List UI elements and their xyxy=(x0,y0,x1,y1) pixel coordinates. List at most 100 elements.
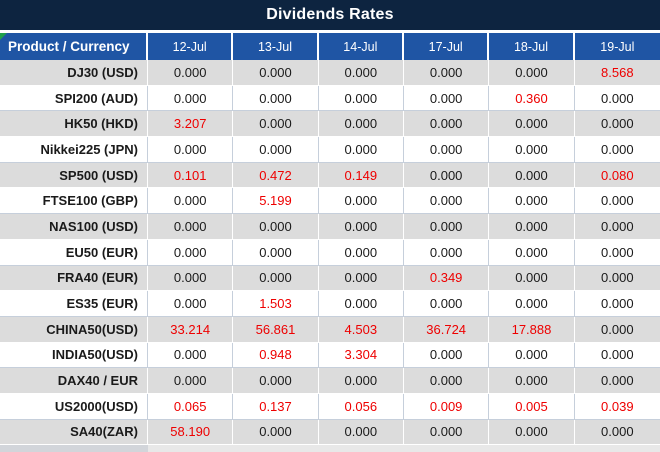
value-cell: 0.000 xyxy=(489,239,575,266)
table-row: HK50 (HKD) 3.207 0.000 0.000 0.000 0.000 0.000 xyxy=(0,111,660,138)
value-cell: 0.039 xyxy=(574,393,660,420)
table-row: SP500 (USD) 0.101 0.472 0.149 0.000 0.000 0.08… xyxy=(0,162,660,189)
value-cell: 0.149 xyxy=(318,162,404,189)
value-cell: 0.000 xyxy=(318,111,404,138)
product-cell: US2000(USD) xyxy=(0,393,148,420)
product-cell: Nikkei225 (JPN) xyxy=(0,137,148,163)
header-row: Product / Currency 12-Jul 13-Jul 14-Jul 17-… xyxy=(0,33,660,60)
value-cell: 0.000 xyxy=(574,419,660,446)
product-cell: SP500 (USD) xyxy=(0,162,148,189)
value-cell: 0.000 xyxy=(318,85,404,112)
value-cell: 0.000 xyxy=(574,188,660,215)
value-cell: 0.005 xyxy=(489,393,575,420)
corner-marker-icon xyxy=(0,33,7,40)
value-cell: 0.000 xyxy=(318,239,404,266)
value-cell: 0.101 xyxy=(148,162,234,189)
value-cell: 0.000 xyxy=(148,368,234,394)
value-cell: 0.000 xyxy=(574,368,660,394)
table-row: FTSE100 (GBP) 0.000 5.199 0.000 0.000 0.000 0.… xyxy=(0,188,660,215)
bottom-partial-row xyxy=(0,445,660,452)
date-header-12-jul: 12-Jul xyxy=(148,33,234,60)
value-cell: 0.000 xyxy=(403,419,490,446)
table-row: NAS100 (USD) 0.000 0.000 0.000 0.000 0.000 0.0… xyxy=(0,214,660,240)
table-row: DAX40 / EUR 0.000 0.000 0.000 0.000 0.000 0.00… xyxy=(0,368,660,394)
value-cell: 0.000 xyxy=(574,85,660,112)
value-cell: 0.000 xyxy=(318,419,404,446)
value-cell: 0.000 xyxy=(403,239,490,266)
value-cell: 0.000 xyxy=(403,111,490,138)
value-cell: 0.000 xyxy=(233,265,319,292)
value-cell: 0.000 xyxy=(148,85,234,112)
value-cell: 0.000 xyxy=(233,214,319,240)
value-cell: 0.000 xyxy=(233,419,319,446)
value-cell: 0.000 xyxy=(403,368,490,394)
value-cell: 17.888 xyxy=(489,316,575,343)
value-cell: 3.304 xyxy=(318,342,404,369)
value-cell: 0.000 xyxy=(318,291,404,317)
value-cell: 0.000 xyxy=(574,137,660,163)
value-cell: 0.000 xyxy=(233,239,319,266)
value-cell: 0.948 xyxy=(233,342,319,369)
value-cell: 0.137 xyxy=(233,393,319,420)
value-cell: 0.000 xyxy=(233,111,319,138)
value-cell: 0.000 xyxy=(574,111,660,138)
value-cell: 0.065 xyxy=(148,393,234,420)
value-cell: 0.000 xyxy=(489,111,575,138)
product-cell: CHINA50(USD) xyxy=(0,316,148,343)
value-cell: 0.080 xyxy=(574,162,660,189)
product-currency-header-label: Product / Currency xyxy=(8,39,130,54)
value-cell: 0.000 xyxy=(489,342,575,369)
value-cell: 0.000 xyxy=(403,342,490,369)
value-cell: 0.000 xyxy=(233,85,319,112)
product-cell: EU50 (EUR) xyxy=(0,239,148,266)
value-cell: 0.000 xyxy=(574,265,660,292)
value-cell: 0.000 xyxy=(318,188,404,215)
value-cell: 0.000 xyxy=(489,368,575,394)
date-header-18-jul: 18-Jul xyxy=(489,33,575,60)
product-cell: FTSE100 (GBP) xyxy=(0,188,148,215)
value-cell: 0.000 xyxy=(148,291,234,317)
value-cell: 0.000 xyxy=(403,214,490,240)
value-cell: 0.000 xyxy=(318,368,404,394)
value-cell: 0.000 xyxy=(489,137,575,163)
table-row: ES35 (EUR) 0.000 1.503 0.000 0.000 0.000 0.000 xyxy=(0,291,660,317)
value-cell: 0.000 xyxy=(148,60,234,86)
table-row: INDIA50(USD) 0.000 0.948 3.304 0.000 0.000 0.0… xyxy=(0,342,660,369)
product-cell: SA40(ZAR) xyxy=(0,419,148,446)
dividends-table: Product / Currency 12-Jul 13-Jul 14-Jul 17-… xyxy=(0,33,660,446)
value-cell: 0.009 xyxy=(403,393,490,420)
value-cell: 0.000 xyxy=(148,214,234,240)
product-cell: DAX40 / EUR xyxy=(0,368,148,394)
value-cell: 0.360 xyxy=(489,85,575,112)
value-cell: 0.000 xyxy=(403,137,490,163)
value-cell: 0.000 xyxy=(574,239,660,266)
value-cell: 0.000 xyxy=(574,316,660,343)
value-cell: 0.000 xyxy=(489,419,575,446)
value-cell: 0.000 xyxy=(318,60,404,86)
date-header-17-jul: 17-Jul xyxy=(403,33,490,60)
table-row: DJ30 (USD) 0.000 0.000 0.000 0.000 0.000 8.568 xyxy=(0,60,660,86)
value-cell: 0.000 xyxy=(318,214,404,240)
value-cell: 0.000 xyxy=(489,265,575,292)
value-cell: 58.190 xyxy=(148,419,234,446)
table-body: DJ30 (USD) 0.000 0.000 0.000 0.000 0.000 8.568… xyxy=(0,60,660,446)
title-divider xyxy=(0,30,660,33)
value-cell: 0.000 xyxy=(233,137,319,163)
product-cell: ES35 (EUR) xyxy=(0,291,148,317)
value-cell: 0.000 xyxy=(148,239,234,266)
table-row: SA40(ZAR) 58.190 0.000 0.000 0.000 0.000 0.000 xyxy=(0,419,660,446)
table-row: Nikkei225 (JPN) 0.000 0.000 0.000 0.000 0.000… xyxy=(0,137,660,163)
value-cell: 0.000 xyxy=(489,162,575,189)
product-cell: HK50 (HKD) xyxy=(0,111,148,138)
title-bar: Dividends Rates xyxy=(0,0,660,30)
date-header-19-jul: 19-Jul xyxy=(574,33,660,60)
value-cell: 0.000 xyxy=(489,60,575,86)
product-cell: INDIA50(USD) xyxy=(0,342,148,369)
value-cell: 0.472 xyxy=(233,162,319,189)
value-cell: 33.214 xyxy=(148,316,234,343)
value-cell: 0.000 xyxy=(574,291,660,317)
table-row: CHINA50(USD) 33.214 56.861 4.503 36.724 17.88… xyxy=(0,316,660,343)
bottom-partial-product-cell xyxy=(0,445,148,452)
product-cell: SPI200 (AUD) xyxy=(0,85,148,112)
